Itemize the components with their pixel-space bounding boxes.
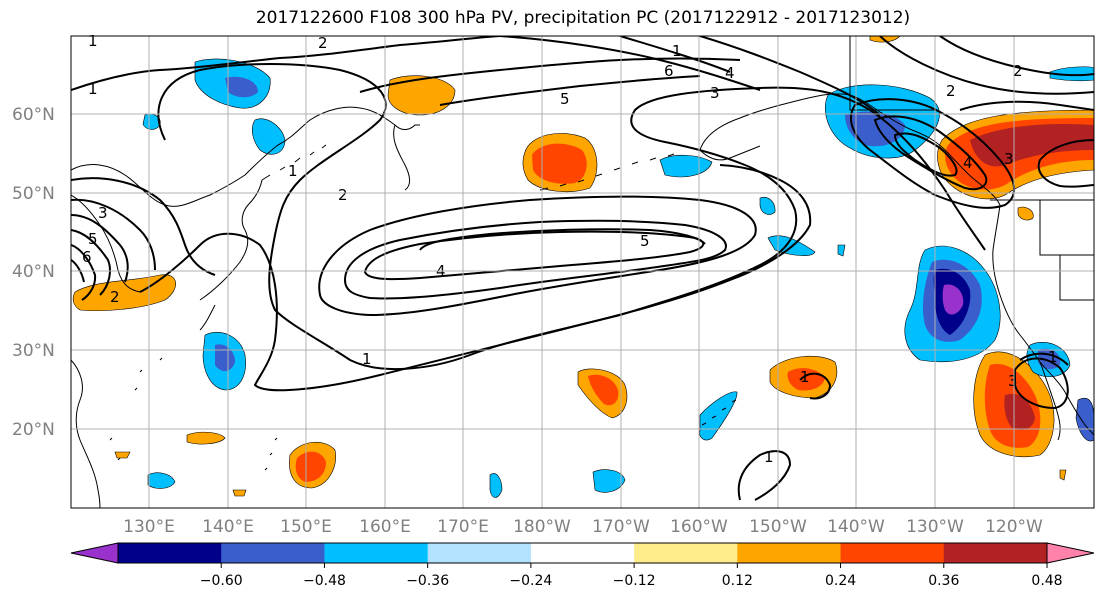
lon-label: 150°W xyxy=(749,517,807,537)
contour-label: 1 xyxy=(1048,348,1058,366)
colorbar-arrow-max xyxy=(1046,542,1095,564)
lat-label: 30°N xyxy=(12,341,55,361)
contour-label: 5 xyxy=(88,230,98,248)
contour-label: 3 xyxy=(1004,150,1014,168)
contour-label: 5 xyxy=(640,232,650,250)
lon-label: 140°E xyxy=(202,517,254,537)
colorbar-arrow-min xyxy=(70,542,119,564)
latitude-labels: 60°N 50°N 40°N 30°N 20°N xyxy=(12,105,55,440)
lon-label: 170°E xyxy=(437,517,489,537)
contour-label: 2 xyxy=(318,34,328,52)
lon-label: 130°E xyxy=(123,517,175,537)
lon-label: 180°W xyxy=(513,517,571,537)
contour-label: 2 xyxy=(1013,62,1023,80)
colorbar-tick-label: −0.48 xyxy=(303,573,346,589)
colorbar-tick-label: 0.48 xyxy=(1031,573,1062,589)
contour-label: 2 xyxy=(110,288,120,306)
contour-label-group: 1 2 1 3 2 6 4 5 3 1 2 3 5 6 1 2 5 4 1 2 … xyxy=(82,32,1058,466)
lon-label: 150°E xyxy=(280,517,332,537)
lon-label: 140°W xyxy=(827,517,885,537)
colorbar-tick-label: −0.12 xyxy=(613,573,656,589)
contour-label: 2 xyxy=(338,186,348,204)
pv-contours xyxy=(71,36,1094,501)
contour-label: 3 xyxy=(98,204,108,222)
colorbar-tick-label: −0.36 xyxy=(406,573,449,589)
colorbar-cell xyxy=(427,543,532,563)
contour-label: 5 xyxy=(560,90,570,108)
coastlines xyxy=(71,36,1094,508)
contour-label: 3 xyxy=(710,84,720,102)
contour-label: 1 xyxy=(88,80,98,98)
colorbar-cell xyxy=(840,543,945,563)
colorbar-cell xyxy=(737,543,842,563)
colorbar-tick-label: 0.36 xyxy=(928,573,959,589)
contour-label: 1 xyxy=(764,448,774,466)
lon-label: 160°E xyxy=(359,517,411,537)
contour-label: 3 xyxy=(1008,372,1018,390)
contour-label: 1 xyxy=(800,368,810,386)
lat-label: 20°N xyxy=(12,420,55,440)
colorbar-tick-label: −0.24 xyxy=(509,573,552,589)
map-title: 2017122600 F108 300 hPa PV, precipitatio… xyxy=(255,8,911,28)
lon-label: 170°W xyxy=(592,517,650,537)
colorbar-tick-label: 0.12 xyxy=(722,573,753,589)
precipitation-shading xyxy=(72,36,1094,498)
lon-label: 120°W xyxy=(985,517,1043,537)
colorbar-tick-label: 0.24 xyxy=(825,573,856,589)
contour-label: 1 xyxy=(88,32,98,50)
colorbar-cell xyxy=(324,543,429,563)
contour-label: 1 xyxy=(362,350,372,368)
colorbar: −0.60 −0.48 −0.36 −0.24 −0.12 0.12 0.24 0.36 0.4… xyxy=(70,542,1095,589)
contour-label: 4 xyxy=(963,154,973,172)
contour-label: 4 xyxy=(725,64,735,82)
colorbar-cell xyxy=(634,543,738,563)
longitude-labels: 130°E 140°E 150°E 160°E 170°E 180°W 170°… xyxy=(123,517,1043,537)
colorbar-cell xyxy=(118,543,222,563)
contour-label: 2 xyxy=(946,82,956,100)
contour-label: 1 xyxy=(288,162,298,180)
lat-label: 60°N xyxy=(12,105,55,125)
lat-label: 40°N xyxy=(12,262,55,282)
contour-label: 6 xyxy=(82,248,92,266)
colorbar-cell xyxy=(530,543,635,563)
colorbar-cell xyxy=(221,543,325,563)
gridlines xyxy=(71,36,1094,508)
contour-label: 6 xyxy=(664,62,674,80)
map-frame xyxy=(70,35,1095,509)
lat-label: 50°N xyxy=(12,184,55,204)
colorbar-cell xyxy=(943,543,1048,563)
contour-label: 1 xyxy=(672,42,682,60)
lon-label: 160°W xyxy=(670,517,728,537)
lon-label: 130°W xyxy=(906,517,964,537)
colorbar-tick-label: −0.60 xyxy=(200,573,243,589)
